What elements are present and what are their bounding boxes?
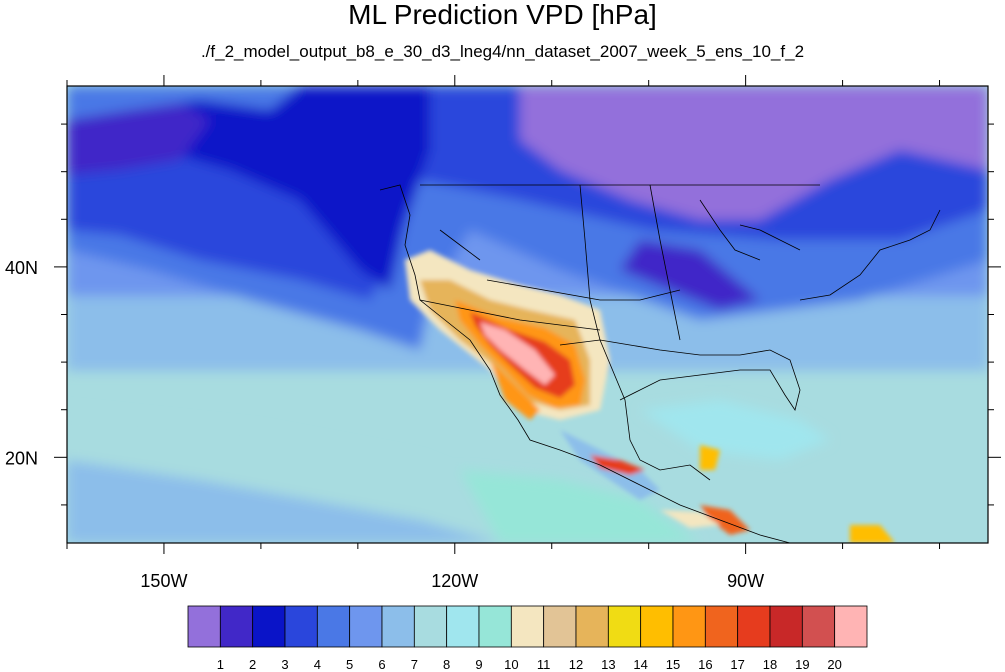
colorbar-swatch [446,605,480,648]
colorbar-swatch [510,605,545,648]
colorbar-swatch [413,605,448,648]
colorbar-swatch [316,605,351,648]
colorbar-swatch [737,605,771,648]
colorbar-swatch [187,605,221,648]
y-tick-label: 20N [5,448,38,468]
x-tick-label: 150W [140,571,187,591]
colorbar-label: 8 [443,657,450,672]
colorbar-label: 13 [601,657,615,672]
colorbar-label: 10 [504,657,518,672]
colorbar-label: 1 [217,657,224,672]
colorbar-label: 5 [346,657,353,672]
field-layer [67,86,988,543]
colorbar-label: 3 [281,657,288,672]
colorbar-label: 20 [827,657,841,672]
colorbar-swatch [769,605,803,648]
y-tick-label: 40N [5,258,38,278]
colorbar-label: 14 [633,657,647,672]
chart-subtitle: ./f_2_model_output_b8_e_30_d3_lneg4/nn_d… [200,42,805,61]
colorbar-swatch [252,605,286,648]
colorbar-label: 12 [569,657,583,672]
colorbar: 1 2 3 4 5 6 7 8 9 10 11 12 13 14 15 16 17 18 19 20 [187,605,868,672]
x-tick-label: 90W [727,571,764,591]
colorbar-label: 16 [698,657,712,672]
colorbar-label: 11 [537,657,551,672]
colorbar-swatch [640,605,674,648]
chart-title: ML Prediction VPD [hPa] [348,0,657,30]
colorbar-label: 18 [763,657,777,672]
colorbar-label: 6 [378,657,385,672]
colorbar-label: 19 [795,657,809,672]
axis-ticks [54,75,1001,554]
colorbar-swatch [704,605,739,648]
colorbar-swatch [834,605,868,648]
colorbar-swatch [219,605,254,648]
colorbar-swatch [478,605,512,648]
colorbar-label: 2 [249,657,256,672]
colorbar-swatch [575,605,609,648]
colorbar-swatch [381,605,415,648]
colorbar-swatch [543,605,577,648]
colorbar-label: 17 [730,657,744,672]
colorbar-swatch [801,605,836,648]
colorbar-label: 7 [411,657,418,672]
x-axis-labels: 150W 120W 90W [140,571,764,591]
colorbar-swatch [349,605,383,648]
colorbar-swatch [672,605,706,648]
colorbar-swatch [607,605,642,648]
colorbar-swatch [284,605,318,648]
x-tick-label: 120W [431,571,478,591]
colorbar-label: 9 [475,657,482,672]
colorbar-label: 15 [666,657,680,672]
colorbar-label: 4 [314,657,321,672]
y-axis-labels: 40N 20N [5,258,38,468]
